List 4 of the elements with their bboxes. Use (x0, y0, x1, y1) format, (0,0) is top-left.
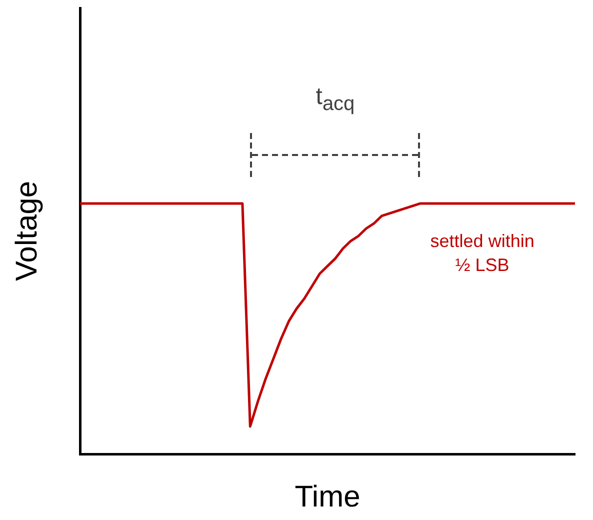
x-axis-title: Time (294, 480, 360, 514)
annotation: settled within ½ LSB (429, 230, 536, 278)
y-axis-title: Voltage (10, 180, 44, 282)
text: t$_{acq}$ (314, 83, 356, 116)
